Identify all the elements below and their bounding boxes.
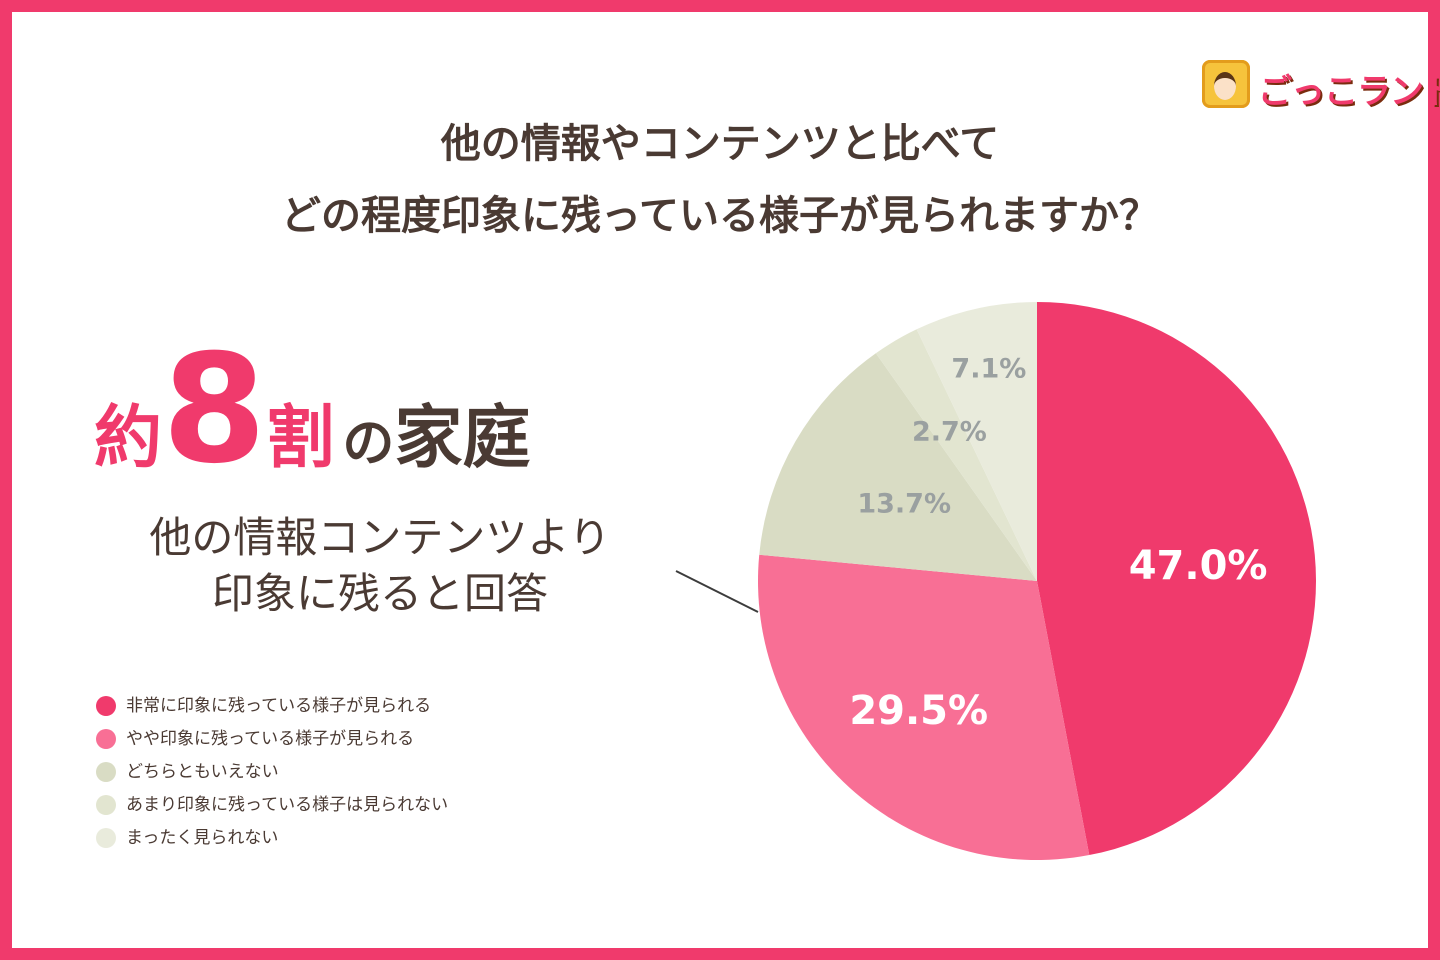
- legend-swatch: [96, 762, 116, 782]
- pie-slice-label: 7.1%: [951, 353, 1026, 384]
- chart-title-line-1: 他の情報やコンテンツと比べて: [440, 121, 1000, 167]
- legend-swatch: [96, 696, 116, 716]
- headline-post: 割: [266, 399, 335, 478]
- chart-title-line-2: どの程度印象に残っている様子が見られますか？: [281, 193, 1159, 239]
- legend-item: やや印象に残っている様子が見られる: [96, 725, 516, 758]
- logo: ごっこランド: [1202, 60, 1440, 112]
- subtitle: 他の情報コンテンツより 印象に残ると回答: [120, 510, 640, 622]
- pie-slice-label: 29.5%: [849, 688, 988, 734]
- pie-slices: [757, 302, 1317, 860]
- legend: 非常に印象に残っている様子が見られる やや印象に残っている様子が見られる どちら…: [96, 692, 516, 857]
- pie-slice: [916, 302, 1037, 581]
- headline-tail: 家庭: [394, 399, 531, 478]
- legend-item: まったく見られない: [96, 824, 516, 857]
- legend-label: まったく見られない: [126, 828, 279, 848]
- pie-labels: 47.0% 29.5% 13.7% 2.7% 7.1%: [849, 353, 1267, 734]
- headline: 約8割 の家庭: [94, 335, 530, 485]
- headline-number: 8: [162, 323, 267, 497]
- legend-label: どちらともいえない: [126, 762, 279, 782]
- pie-slice: [1037, 302, 1317, 856]
- legend-label: 非常に印象に残っている様子が見られる: [126, 696, 432, 716]
- legend-item: あまり印象に残っている様子は見られない: [96, 791, 516, 824]
- subtitle-line-2: 印象に残ると回答: [211, 569, 548, 618]
- legend-item: どちらともいえない: [96, 758, 516, 791]
- chart-title: 他の情報やコンテンツと比べて どの程度印象に残っている様子が見られますか？: [0, 108, 1440, 252]
- legend-swatch: [96, 828, 116, 848]
- pie-slice: [759, 353, 1037, 581]
- leader-line: [675, 570, 759, 613]
- legend-swatch: [96, 795, 116, 815]
- legend-label: やや印象に残っている様子が見られる: [126, 729, 415, 749]
- pie-slice-label: 13.7%: [857, 489, 951, 520]
- subtitle-line-1: 他の情報コンテンツより: [149, 513, 611, 562]
- pie-slice: [757, 554, 1090, 860]
- headline-particle: の: [342, 414, 395, 474]
- pie-slice: [875, 329, 1037, 581]
- legend-item: 非常に印象に残っている様子が見られる: [96, 692, 516, 725]
- pie-slice-label: 47.0%: [1129, 543, 1268, 589]
- legend-label: あまり印象に残っている様子は見られない: [126, 795, 449, 815]
- headline-pre: 約: [94, 399, 163, 478]
- legend-swatch: [96, 729, 116, 749]
- logo-app-icon: [1202, 60, 1250, 108]
- pie-slice-label: 2.7%: [912, 416, 987, 447]
- logo-text: ごっこランド: [1258, 72, 1440, 112]
